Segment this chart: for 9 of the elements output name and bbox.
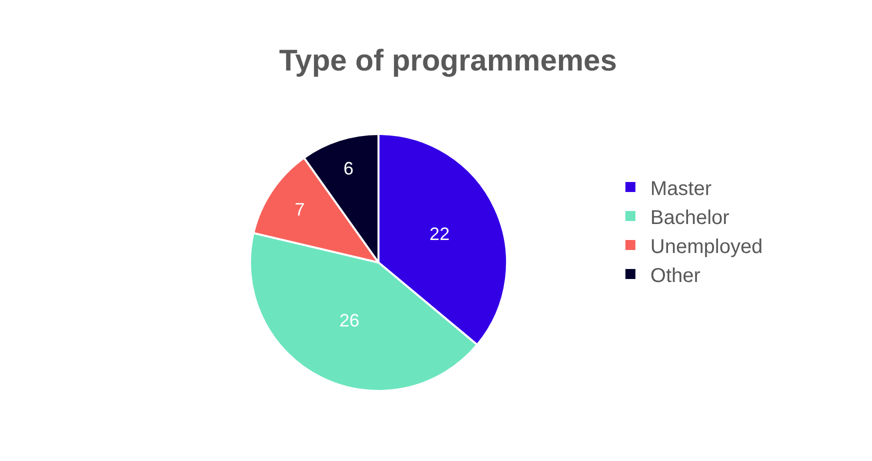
data-label: 7 xyxy=(294,199,305,220)
data-label: 22 xyxy=(430,224,450,244)
legend-label: Other xyxy=(650,264,701,287)
legend-label: Bachelor xyxy=(650,206,730,229)
data-label: 26 xyxy=(339,310,360,331)
legend-label: Unemployed xyxy=(650,236,763,258)
chart-title: Type of programmemes xyxy=(279,44,617,78)
legend-label: Master xyxy=(650,178,712,200)
data-label: 6 xyxy=(344,158,354,179)
